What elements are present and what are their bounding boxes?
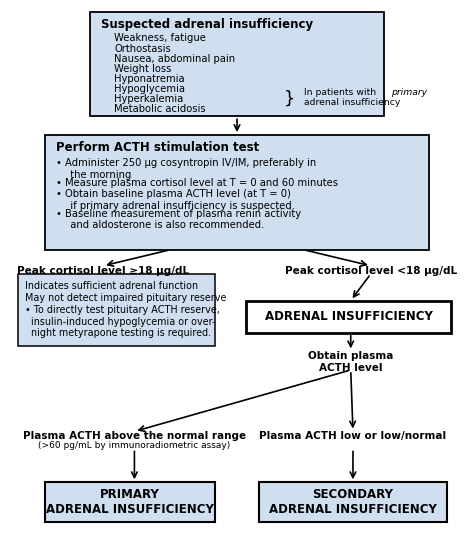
FancyBboxPatch shape <box>90 12 384 116</box>
Text: insulin-induced hypoglycemia or over-: insulin-induced hypoglycemia or over- <box>25 317 216 326</box>
Text: Perform ACTH stimulation test: Perform ACTH stimulation test <box>56 141 260 154</box>
Text: In patients with: In patients with <box>304 88 379 97</box>
Text: ADRENAL INSUFFICIENCY: ADRENAL INSUFFICIENCY <box>264 310 432 323</box>
Text: • To directly test pituitary ACTH reserve,: • To directly test pituitary ACTH reserv… <box>25 305 220 315</box>
Text: (>60 pg/mL by immunoradiometric assay): (>60 pg/mL by immunoradiometric assay) <box>38 441 230 450</box>
Text: Plasma ACTH above the normal range: Plasma ACTH above the normal range <box>23 431 246 441</box>
Text: night metyrapone testing is required.: night metyrapone testing is required. <box>25 328 211 338</box>
Text: Hypoglycemia: Hypoglycemia <box>114 84 185 94</box>
Text: }: } <box>284 90 295 107</box>
Text: Weakness, fatigue: Weakness, fatigue <box>114 33 206 43</box>
Text: Obtain plasma
ACTH level: Obtain plasma ACTH level <box>308 351 393 373</box>
FancyBboxPatch shape <box>45 135 429 250</box>
FancyBboxPatch shape <box>45 482 215 523</box>
Text: • Measure plasma cortisol level at T = 0 and 60 minutes: • Measure plasma cortisol level at T = 0… <box>56 178 338 188</box>
Text: Plasma ACTH low or low/normal: Plasma ACTH low or low/normal <box>259 431 447 441</box>
Text: • Baseline measurement of plasma renin activity: • Baseline measurement of plasma renin a… <box>56 209 301 219</box>
Text: • Obtain baseline plasma ACTH level (at T = 0): • Obtain baseline plasma ACTH level (at … <box>56 190 291 199</box>
Text: adrenal insufficiency: adrenal insufficiency <box>304 98 400 107</box>
Text: SECONDARY
ADRENAL INSUFFICIENCY: SECONDARY ADRENAL INSUFFICIENCY <box>269 488 437 516</box>
Text: Weight loss: Weight loss <box>114 64 172 74</box>
Text: if primary adrenal insufficiency is suspected.: if primary adrenal insufficiency is susp… <box>64 201 295 211</box>
Text: Peak cortisol level ≥18 μg/dL: Peak cortisol level ≥18 μg/dL <box>17 266 189 276</box>
Text: Hyponatremia: Hyponatremia <box>114 74 185 84</box>
Text: Metabolic acidosis: Metabolic acidosis <box>114 105 206 114</box>
Text: Nausea, abdominal pain: Nausea, abdominal pain <box>114 54 236 64</box>
FancyBboxPatch shape <box>259 482 447 523</box>
Text: • Administer 250 μg cosyntropin IV/IM, preferably in: • Administer 250 μg cosyntropin IV/IM, p… <box>56 158 317 169</box>
FancyBboxPatch shape <box>246 301 451 332</box>
Text: PRIMARY
ADRENAL INSUFFICIENCY: PRIMARY ADRENAL INSUFFICIENCY <box>46 488 214 516</box>
Text: and aldosterone is also recommended.: and aldosterone is also recommended. <box>64 220 264 230</box>
Text: primary: primary <box>391 88 427 97</box>
Text: May not detect impaired pituitary reserve: May not detect impaired pituitary reserv… <box>25 293 227 303</box>
Text: Hyperkalemia: Hyperkalemia <box>114 95 183 104</box>
Text: Peak cortisol level <18 μg/dL: Peak cortisol level <18 μg/dL <box>285 266 457 276</box>
Text: the morning: the morning <box>64 170 131 180</box>
Text: Indicates sufficient adrenal function: Indicates sufficient adrenal function <box>25 281 198 291</box>
Text: Orthostasis: Orthostasis <box>114 43 171 54</box>
Text: Suspected adrenal insufficiency: Suspected adrenal insufficiency <box>101 18 313 32</box>
FancyBboxPatch shape <box>18 274 215 346</box>
